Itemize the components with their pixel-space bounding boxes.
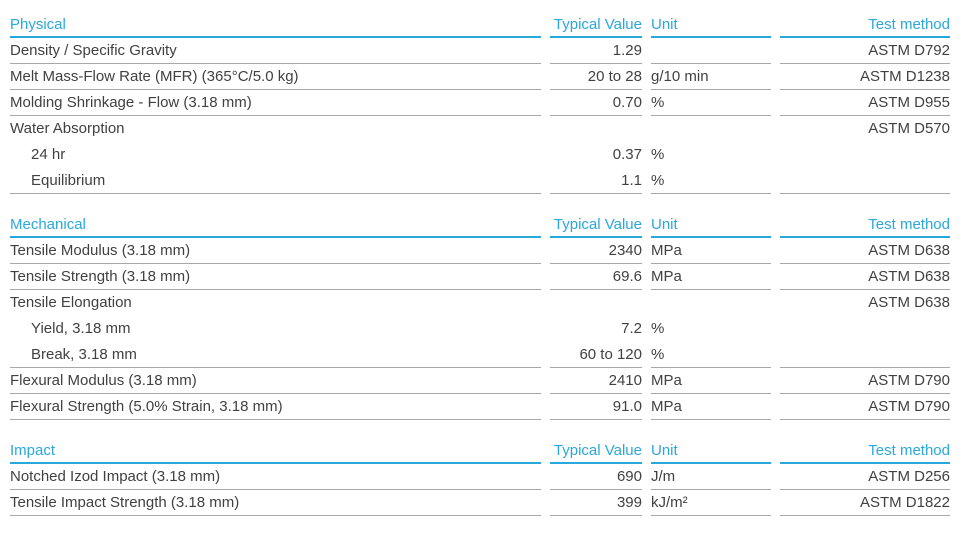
section-title: Impact [10, 440, 541, 464]
unit-value: MPa [651, 394, 771, 420]
typical-value: 0.37 [612, 146, 642, 163]
property-name: Notched Izod Impact (3.18 mm) [10, 464, 541, 490]
column-header-unit: Unit [651, 440, 771, 464]
unit-value: J/m [651, 464, 771, 490]
column-header-test-method: Test method [780, 14, 950, 38]
column-header-typical-value: Typical Value [550, 214, 642, 238]
typical-value [550, 116, 642, 142]
property-section: Impact Typical Value Unit Test method No… [10, 440, 950, 516]
column-header-typical-value: Typical Value [550, 440, 642, 464]
table-row: Tensile Impact Strength (3.18 mm) 399 kJ… [10, 490, 950, 516]
test-method [780, 316, 950, 342]
unit-value: MPa [651, 264, 771, 290]
section-title: Physical [10, 14, 541, 38]
property-name: Flexural Strength (5.0% Strain, 3.18 mm) [10, 394, 541, 420]
unit-value: % [651, 342, 771, 368]
column-header-unit: Unit [651, 14, 771, 38]
unit-value: g/10 min [651, 64, 771, 90]
unit-value [651, 38, 771, 64]
property-section: Mechanical Typical Value Unit Test metho… [10, 214, 950, 420]
table-row: Flexural Strength (5.0% Strain, 3.18 mm)… [10, 394, 950, 420]
property-name: Break, 3.18 mm [10, 342, 541, 368]
unit-value: MPa [651, 238, 771, 264]
typical-value: 690 [550, 464, 642, 490]
typical-value [550, 290, 642, 316]
column-header-test-method: Test method [780, 214, 950, 238]
unit-value: kJ/m² [651, 490, 771, 516]
property-name: Tensile Modulus (3.18 mm) [10, 238, 541, 264]
property-datasheet: Physical Typical Value Unit Test method … [10, 14, 950, 516]
typical-value: 60 to 120 [550, 342, 642, 368]
table-row: 24 hr 0.37 % [10, 142, 950, 168]
unit-value [651, 290, 771, 316]
unit-value: % [651, 90, 771, 116]
test-method: ASTM D638 [780, 264, 950, 290]
test-method: ASTM D1822 [780, 490, 950, 516]
typical-value: 0.70 [550, 90, 642, 116]
table-row: Melt Mass-Flow Rate (MFR) (365°C/5.0 kg)… [10, 64, 950, 90]
section-header-row: Impact Typical Value Unit Test method [10, 440, 950, 464]
test-method [780, 168, 950, 194]
column-header-test-method: Test method [780, 440, 950, 464]
property-name: Yield, 3.18 mm [31, 320, 131, 337]
table-row: Flexural Modulus (3.18 mm) 2410 MPa ASTM… [10, 368, 950, 394]
unit-value: % [651, 168, 771, 194]
column-header-unit: Unit [651, 214, 771, 238]
property-name: Tensile Strength (3.18 mm) [10, 264, 541, 290]
test-method: ASTM D638 [868, 294, 950, 311]
typical-value: 399 [550, 490, 642, 516]
property-name: Tensile Elongation [10, 294, 132, 311]
test-method: ASTM D256 [780, 464, 950, 490]
typical-value: 1.1 [550, 168, 642, 194]
table-row: Tensile Modulus (3.18 mm) 2340 MPa ASTM … [10, 238, 950, 264]
test-method [780, 142, 950, 168]
test-method: ASTM D955 [780, 90, 950, 116]
typical-value: 7.2 [621, 320, 642, 337]
table-row: Tensile Strength (3.18 mm) 69.6 MPa ASTM… [10, 264, 950, 290]
test-method: ASTM D638 [780, 238, 950, 264]
table-row: Density / Specific Gravity 1.29 ASTM D79… [10, 38, 950, 64]
property-name: Water Absorption [10, 120, 125, 137]
typical-value: 2340 [550, 238, 642, 264]
typical-value: 91.0 [550, 394, 642, 420]
table-row: Break, 3.18 mm 60 to 120 % [10, 342, 950, 368]
property-name: Tensile Impact Strength (3.18 mm) [10, 490, 541, 516]
property-name: Density / Specific Gravity [10, 38, 541, 64]
property-name: Flexural Modulus (3.18 mm) [10, 368, 541, 394]
section-header-row: Mechanical Typical Value Unit Test metho… [10, 214, 950, 238]
test-method [780, 342, 950, 368]
test-method: ASTM D790 [780, 368, 950, 394]
table-row: Notched Izod Impact (3.18 mm) 690 J/m AS… [10, 464, 950, 490]
table-row: Water Absorption ASTM D570 [10, 116, 950, 142]
unit-value: % [651, 146, 665, 163]
typical-value: 20 to 28 [550, 64, 642, 90]
test-method: ASTM D570 [868, 120, 950, 137]
property-name: Equilibrium [10, 168, 541, 194]
property-name: Molding Shrinkage - Flow (3.18 mm) [10, 90, 541, 116]
unit-value: % [651, 320, 665, 337]
typical-value: 1.29 [550, 38, 642, 64]
property-name: Melt Mass-Flow Rate (MFR) (365°C/5.0 kg) [10, 64, 541, 90]
unit-value: MPa [651, 368, 771, 394]
test-method: ASTM D1238 [780, 64, 950, 90]
table-row: Yield, 3.18 mm 7.2 % [10, 316, 950, 342]
section-header-row: Physical Typical Value Unit Test method [10, 14, 950, 38]
column-header-typical-value: Typical Value [550, 14, 642, 38]
typical-value: 2410 [550, 368, 642, 394]
unit-value [651, 116, 771, 142]
test-method: ASTM D792 [780, 38, 950, 64]
table-row: Tensile Elongation ASTM D638 [10, 290, 950, 316]
section-title: Mechanical [10, 214, 541, 238]
test-method: ASTM D790 [780, 394, 950, 420]
table-row: Molding Shrinkage - Flow (3.18 mm) 0.70 … [10, 90, 950, 116]
property-section: Physical Typical Value Unit Test method … [10, 14, 950, 194]
typical-value: 69.6 [550, 264, 642, 290]
property-name: 24 hr [31, 146, 66, 163]
table-row: Equilibrium 1.1 % [10, 168, 950, 194]
